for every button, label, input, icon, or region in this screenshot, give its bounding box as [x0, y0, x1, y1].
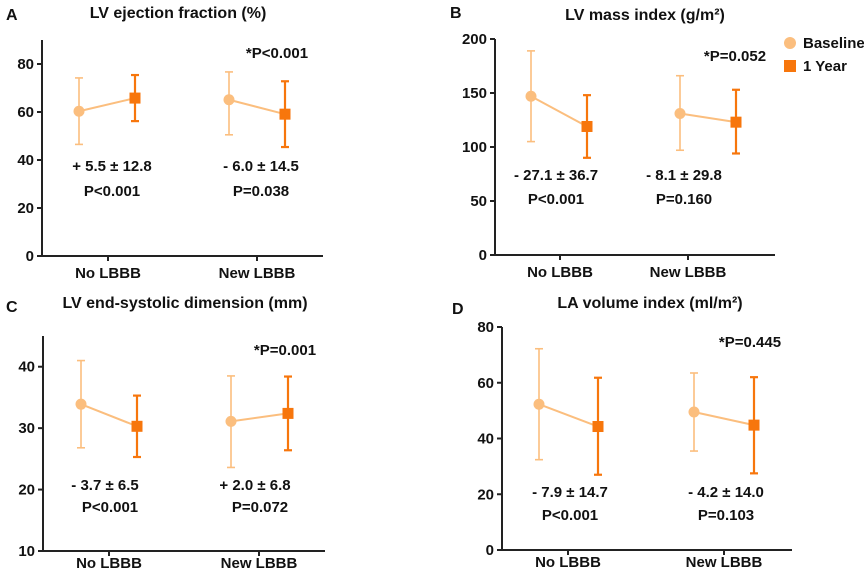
x-tick-label: No LBBB [535, 554, 601, 571]
one-year-point [581, 120, 593, 132]
one-year-point [131, 420, 143, 432]
x-tick-label: New LBBB [686, 554, 763, 571]
connector-line [530, 95, 588, 128]
group-p-value: *P=0.052 [704, 48, 766, 65]
connector-line [230, 412, 289, 423]
connector-line [538, 403, 599, 428]
change-label: - 4.2 ± 14.0 [688, 484, 764, 501]
y-tick-label: 40 [477, 431, 494, 448]
legend: Baseline 1 Year [784, 35, 864, 75]
y-tick-label: 60 [477, 375, 494, 392]
change-label: + 5.5 ± 12.8 [72, 158, 152, 175]
y-tick-label: 10 [18, 543, 35, 560]
change-label: - 3.7 ± 6.5 [71, 477, 138, 494]
baseline-point [525, 90, 537, 102]
p-value-label: P<0.001 [84, 183, 140, 200]
y-tick-label: 100 [462, 139, 487, 156]
p-value-label: P<0.001 [542, 507, 598, 524]
p-value-label: P<0.001 [82, 499, 138, 516]
baseline-point [225, 415, 237, 427]
y-tick-label: 50 [470, 193, 487, 210]
p-value-label: P=0.160 [656, 191, 712, 208]
panel-a: A LV ejection fraction (%) 0 20 40 60 80 No LBB… [6, 5, 323, 282]
legend-label: Baseline [803, 35, 864, 52]
one-year-point [748, 419, 760, 431]
y-tick-label: 20 [18, 482, 35, 499]
x-tick-label: No LBBB [527, 264, 593, 281]
baseline-point [674, 108, 686, 120]
panel-label: D [452, 301, 464, 318]
p-value-label: P<0.001 [528, 191, 584, 208]
x-tick-label: New LBBB [650, 264, 727, 281]
x-tick-label: New LBBB [221, 555, 298, 571]
p-value-label: P=0.038 [233, 183, 289, 200]
y-tick-label: 80 [477, 319, 494, 336]
y-tick-label: 0 [26, 248, 34, 265]
y-tick-label: 40 [18, 359, 35, 376]
baseline-point [688, 406, 700, 418]
panel-label: C [6, 299, 18, 316]
connector-line [80, 403, 138, 428]
baseline-point [223, 94, 235, 106]
one-year-point [279, 108, 291, 120]
baseline-point [75, 398, 87, 410]
group-p-value: *P=0.445 [719, 334, 781, 351]
y-tick-label: 200 [462, 31, 487, 48]
change-label: - 27.1 ± 36.7 [514, 167, 598, 184]
legend-one-year-marker [784, 60, 796, 72]
p-value-label: P=0.103 [698, 507, 754, 524]
group-p-value: *P=0.001 [254, 342, 316, 359]
chart-title: LV mass index (g/m²) [565, 7, 725, 24]
change-label: + 2.0 ± 6.8 [219, 477, 290, 494]
one-year-point [282, 407, 294, 419]
p-value-label: P=0.072 [232, 499, 288, 516]
group-p-value: *P<0.001 [246, 45, 308, 62]
y-tick-label: 30 [18, 420, 35, 437]
panel-c: C LV end-systolic dimension (mm) 10 20 30 40 N… [6, 295, 325, 571]
y-tick-label: 60 [17, 104, 34, 121]
y-tick-label: 20 [17, 200, 34, 217]
panel-label: A [6, 7, 18, 24]
x-tick-label: No LBBB [75, 265, 141, 282]
one-year-point [730, 116, 742, 128]
legend-baseline-marker [784, 37, 796, 49]
connector-line [78, 97, 136, 113]
chart-title: LV ejection fraction (%) [90, 5, 267, 22]
change-label: - 7.9 ± 14.7 [532, 484, 608, 501]
y-tick-label: 40 [17, 152, 34, 169]
y-tick-label: 150 [462, 85, 487, 102]
connector-line [693, 411, 755, 427]
change-label: - 8.1 ± 29.8 [646, 167, 722, 184]
y-tick-label: 20 [477, 486, 494, 503]
baseline-point [73, 105, 85, 117]
legend-label: 1 Year [803, 58, 847, 75]
panel-label: B [450, 5, 462, 22]
y-tick-label: 0 [486, 542, 494, 559]
x-tick-label: No LBBB [76, 555, 142, 571]
panel-d: D LA volume index (ml/m²) 0 20 40 60 80 No LBBB… [452, 295, 792, 571]
y-tick-label: 0 [479, 247, 487, 264]
chart-title: LA volume index (ml/m²) [557, 295, 742, 312]
baseline-point [533, 398, 545, 410]
connector-line [679, 112, 737, 124]
change-label: - 6.0 ± 14.5 [223, 158, 299, 175]
connector-line [228, 98, 286, 116]
panel-b: B LV mass index (g/m²) 0 50 100 150 200 No LBBB… [450, 5, 775, 281]
x-tick-label: New LBBB [219, 265, 296, 282]
one-year-point [592, 421, 604, 433]
chart-title: LV end-systolic dimension (mm) [62, 295, 307, 312]
y-tick-label: 80 [17, 56, 34, 73]
one-year-point [129, 92, 141, 104]
